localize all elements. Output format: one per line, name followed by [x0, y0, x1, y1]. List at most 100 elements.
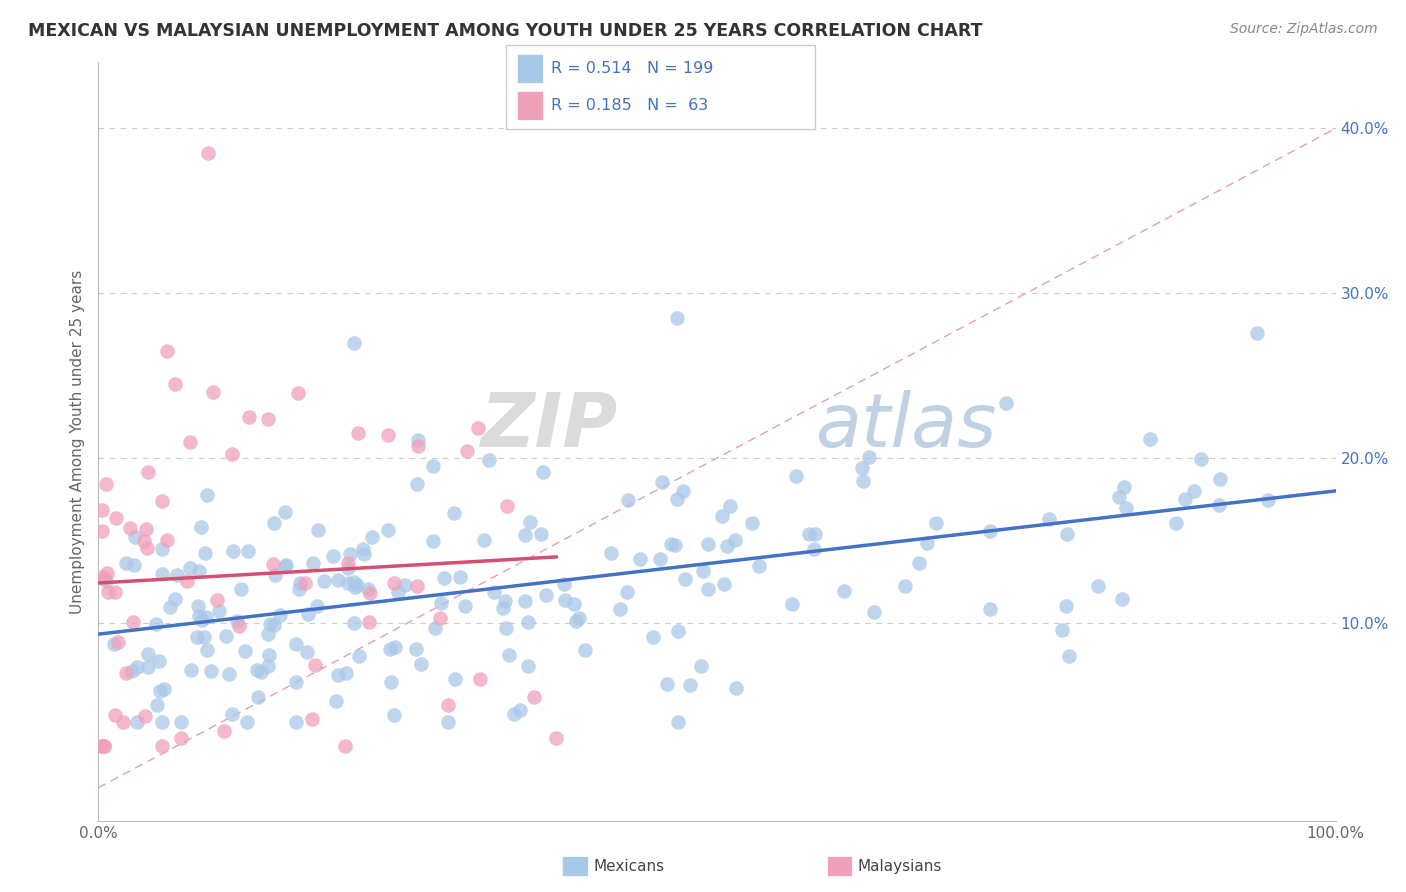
Point	[114, 556, 136, 570]
Y-axis label: Unemployment Among Youth under 25 years: Unemployment Among Youth under 25 years	[69, 269, 84, 614]
Point	[468, 672, 491, 686]
Point	[467, 421, 489, 435]
Point	[349, 648, 371, 663]
Point	[124, 530, 146, 544]
Point	[725, 681, 748, 695]
Point	[124, 558, 146, 573]
Point	[96, 566, 118, 581]
Point	[190, 520, 212, 534]
Point	[1139, 432, 1161, 446]
Point	[495, 621, 517, 635]
Point	[104, 707, 127, 722]
Point	[274, 505, 297, 519]
Point	[893, 579, 915, 593]
Point	[430, 596, 453, 610]
Point	[94, 574, 117, 588]
Point	[257, 659, 280, 673]
Point	[333, 739, 356, 754]
Point	[146, 698, 169, 712]
Point	[188, 564, 211, 578]
Point	[285, 637, 308, 651]
Point	[118, 521, 141, 535]
Point	[188, 609, 211, 624]
Point	[406, 579, 429, 593]
Point	[472, 533, 495, 547]
Point	[169, 714, 191, 729]
Point	[723, 533, 745, 548]
Point	[179, 561, 201, 575]
Point	[231, 582, 253, 596]
Point	[546, 731, 568, 745]
Point	[666, 310, 689, 325]
Point	[405, 642, 427, 657]
Point	[326, 573, 349, 587]
Point	[150, 542, 173, 557]
Point	[221, 706, 243, 721]
Point	[221, 447, 243, 461]
Point	[574, 643, 596, 657]
Point	[134, 709, 156, 723]
Point	[195, 643, 218, 657]
Text: Source: ZipAtlas.com: Source: ZipAtlas.com	[1230, 22, 1378, 37]
Point	[1257, 492, 1279, 507]
Point	[288, 582, 311, 596]
Point	[697, 582, 720, 597]
Point	[516, 615, 538, 629]
Point	[666, 491, 689, 506]
Point	[648, 552, 671, 566]
Point	[673, 572, 696, 586]
Point	[325, 694, 347, 708]
Point	[235, 714, 257, 729]
Point	[225, 614, 247, 628]
Point	[423, 621, 446, 635]
Point	[176, 574, 198, 588]
Point	[1208, 498, 1230, 512]
Point	[264, 567, 287, 582]
Point	[121, 664, 143, 678]
Point	[94, 477, 117, 491]
Point	[195, 488, 218, 502]
Point	[186, 630, 208, 644]
Point	[406, 434, 429, 448]
Point	[256, 412, 278, 426]
Point	[163, 592, 186, 607]
Point	[135, 541, 157, 556]
Point	[357, 615, 380, 629]
Point	[212, 724, 235, 739]
Point	[609, 602, 631, 616]
Point	[193, 630, 215, 644]
Point	[599, 545, 621, 559]
Point	[908, 556, 931, 570]
Point	[153, 681, 176, 696]
Point	[925, 516, 948, 530]
Point	[105, 511, 128, 525]
Point	[628, 551, 651, 566]
Point	[492, 601, 515, 615]
Point	[166, 567, 188, 582]
Point	[91, 503, 114, 517]
Point	[377, 523, 399, 537]
Point	[443, 506, 465, 520]
Point	[780, 597, 803, 611]
Point	[1050, 624, 1073, 638]
Point	[641, 630, 664, 644]
Point	[832, 584, 855, 599]
Point	[205, 592, 228, 607]
Point	[136, 647, 159, 661]
Point	[380, 641, 402, 656]
Point	[200, 664, 222, 678]
Point	[148, 654, 170, 668]
Point	[343, 581, 366, 595]
Point	[1189, 451, 1212, 466]
Point	[394, 577, 416, 591]
Point	[238, 409, 260, 424]
Text: ZIP: ZIP	[481, 390, 619, 463]
Point	[422, 533, 444, 548]
Point	[517, 659, 540, 673]
Point	[94, 571, 117, 585]
Point	[917, 535, 939, 549]
Point	[1038, 512, 1060, 526]
Point	[163, 376, 186, 391]
Point	[295, 645, 318, 659]
Point	[342, 616, 364, 631]
